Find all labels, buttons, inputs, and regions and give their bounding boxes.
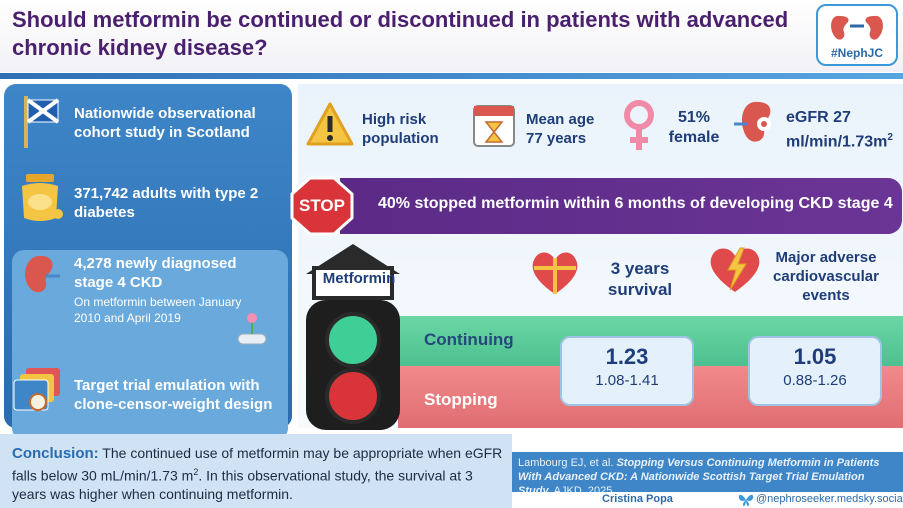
citation-text: Lambourg EJ, et al. Stopping Versus Cont… [518, 456, 900, 498]
continuing-label: Continuing [424, 330, 514, 349]
pill-flower-icon [237, 313, 267, 345]
mace-result-box: 1.05 0.88-1.26 [748, 336, 882, 406]
butterfly-icon [738, 494, 754, 506]
heart-lightning-icon [710, 247, 760, 292]
credit-handle: @nephroseeker.medsky.social [756, 493, 903, 505]
trial-design-text: Target trial emulation with clone-censor… [74, 377, 273, 413]
female-label-text: female [668, 129, 720, 146]
conclusion-body-2: . In this observational study, the survi… [12, 467, 473, 502]
study-design-panel: Nationwide observational cohort study in… [4, 84, 292, 440]
stop-sign-icon [290, 176, 354, 236]
ckd-cohort-text: 4,278 newly diagnosed stage 4 CKD [74, 255, 237, 291]
citation-authors: Lambourg EJ, et al. [518, 457, 617, 469]
conclusion-body-1: The continued use of metformin may be ap… [12, 445, 503, 484]
mean-age-text: Mean age 77 years [526, 111, 595, 147]
credit-line: Cristina Popa @nephroseeker.medsky.socia… [512, 492, 903, 508]
title-divider [0, 73, 903, 79]
stop-sign-text: STOP [299, 196, 345, 215]
nephjc-logo: #NephJC [816, 4, 898, 66]
logo-text: #NephJC [830, 46, 883, 60]
honey-jar-icon [22, 174, 63, 221]
risk-population-text: High risk population [362, 111, 439, 147]
stop-banner-text: 40% stopped metformin within 6 months of… [378, 195, 893, 212]
conclusion-text: Conclusion: The continued use of metform… [12, 444, 506, 503]
egfr-unit-main: ml/min/1.73m [786, 133, 888, 151]
scotland-flag-icon [24, 96, 60, 148]
title-bar: Should metformin be continued or discont… [0, 0, 903, 72]
conclusion-panel: Conclusion: The continued use of metform… [0, 434, 512, 508]
survival-result-box: 1.23 1.08-1.41 [560, 336, 694, 406]
conclusion-label: Conclusion: [12, 445, 99, 462]
stopping-label: Stopping [424, 390, 498, 409]
kidney-logo-icon [831, 15, 883, 40]
cohort-subpanel [12, 250, 288, 440]
survival-label: 3 years survival [607, 259, 673, 299]
metformin-label: Metformin [322, 270, 396, 287]
calendar-icon [473, 105, 515, 147]
citation-title: Stopping Versus Continuing Metformin in … [518, 457, 880, 497]
cohort-size-text: 371,742 adults with type 2 diabetes [74, 185, 259, 221]
female-percent-text: 51% [677, 109, 711, 126]
study-type-text: Nationwide observational cohort study in… [74, 105, 256, 141]
ckd-cohort-subtext: On metformin between January 2010 and Ap… [74, 295, 242, 325]
heart-gift-icon [532, 252, 578, 294]
traffic-light-icon [306, 244, 400, 430]
mace-label: Major adverse cardiovascular events [773, 249, 879, 304]
mace-ci: 0.88-1.26 [783, 372, 847, 389]
survival-ci: 1.08-1.41 [595, 372, 659, 389]
egfr-unit-text: ml/min/1.73m2 [786, 128, 902, 151]
warning-icon [306, 102, 354, 146]
kidney-icon [25, 255, 60, 293]
kidney-gear-icon [734, 101, 771, 142]
conclusion-sup: 2 [193, 467, 199, 477]
credit-name: Cristina Popa [602, 493, 673, 505]
stop-banner: 40% stopped metformin within 6 months of… [340, 178, 902, 234]
egfr-value-text: eGFR 27 [786, 109, 851, 126]
female-symbol-icon [624, 100, 654, 150]
egfr-unit-sup: 2 [887, 132, 893, 143]
page-title: Should metformin be continued or discont… [12, 7, 789, 60]
mace-ratio: 1.05 [793, 344, 837, 369]
survival-ratio: 1.23 [605, 344, 649, 369]
folders-icon [13, 368, 60, 411]
